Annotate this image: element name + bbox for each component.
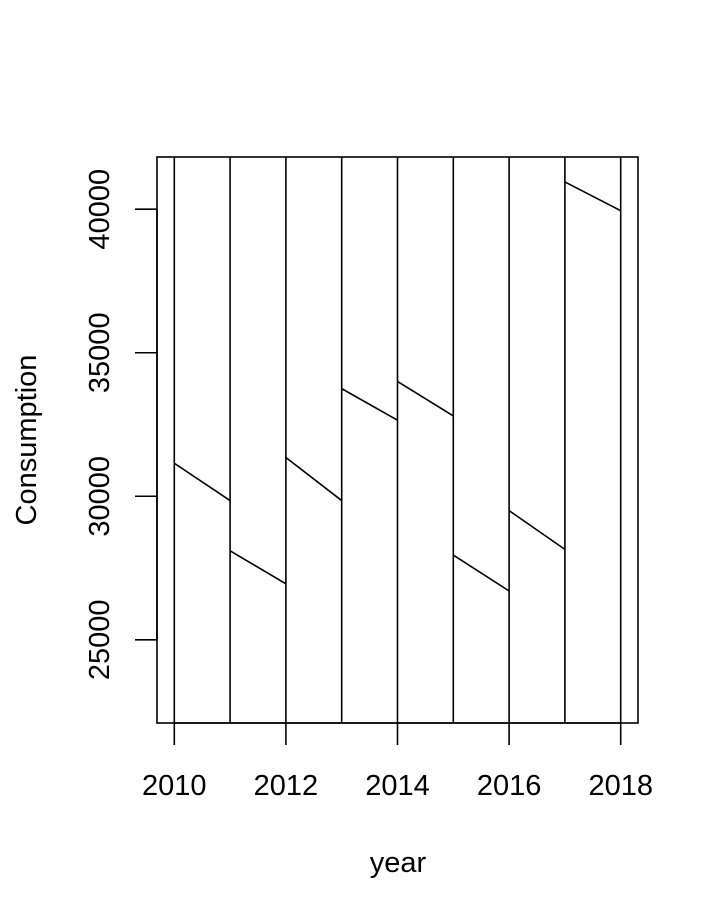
series-segment-2 [285,456,343,502]
series-segment-4 [397,380,454,417]
x-tick-label-2: 2014 [365,770,430,802]
y-tick-label-3: 40000 [84,169,116,250]
x-axis-title: year [370,847,427,879]
series-segment-1 [229,550,287,585]
y-tick-label-1: 30000 [84,456,116,537]
series-segment-5 [452,554,510,592]
y-axis-title: Consumption [11,355,43,526]
x-tick-label-1: 2012 [254,770,319,802]
y-axis: 25000 30000 35000 40000 [84,169,158,680]
data-segments [173,181,622,592]
x-axis: 2010 2012 2014 2016 2018 [142,722,653,802]
vertical-lines [173,157,622,723]
series-segment-0 [173,462,231,502]
series-segment-3 [341,387,398,421]
x-tick-label-4: 2018 [588,770,653,802]
series-segment-6 [508,509,566,551]
y-tick-label-0: 25000 [84,599,116,680]
x-tick-label-3: 2016 [477,770,542,802]
x-tick-label-0: 2010 [142,770,207,802]
y-tick-label-2: 35000 [84,312,116,393]
series-segment-7 [564,181,622,212]
